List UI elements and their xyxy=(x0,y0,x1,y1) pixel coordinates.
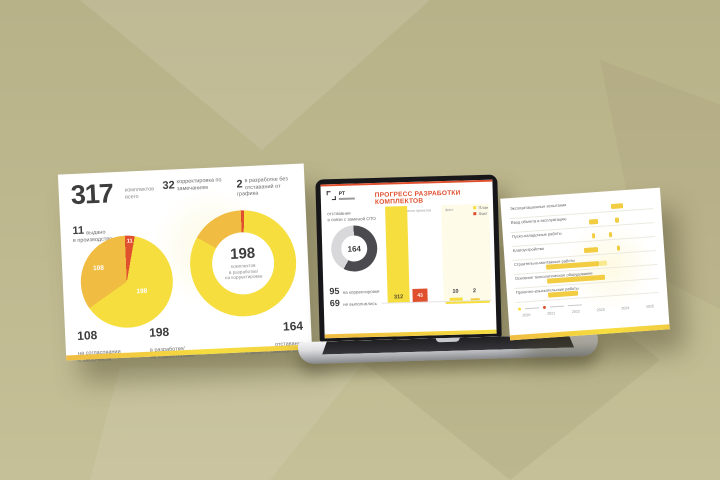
pie-label-amber: 108 xyxy=(92,264,105,272)
right-group-underline xyxy=(445,300,490,305)
legend-item-fact: Факт xyxy=(473,211,488,216)
stat-on-correction: 95 на корректировке xyxy=(329,285,379,296)
bar-chart-legend: План Факт xyxy=(472,204,489,217)
gantt-bar xyxy=(589,218,599,225)
laptop-screen: РТ ПРОГРЕСС РАЗРАБОТКИ КОМПЛЕКТОВ отстав… xyxy=(315,174,502,342)
donut-center-label: комплектов в разработке/ на корректировк… xyxy=(224,262,263,281)
column-header-2: факт xyxy=(445,207,454,212)
column-header-1: число проектов xyxy=(405,208,432,214)
gantt-rows: Эксплуатационные испытания Ввод объекта в… xyxy=(508,195,660,303)
gantt-legend-dash xyxy=(549,305,564,308)
logo-text: РТ xyxy=(338,190,346,197)
stat-not-performed-label: не выполнялись xyxy=(342,300,378,307)
total-kits-label: комплектов всего xyxy=(124,186,155,201)
gantt-bar xyxy=(608,231,612,238)
lag-donut-value: 164 xyxy=(347,243,362,254)
lag-caption: отставание в связи с заменой ОТО xyxy=(327,210,376,223)
stat-corrections-value: 32 xyxy=(162,179,176,192)
bar-plan-group2 xyxy=(449,297,463,301)
pie-label-red: 11 xyxy=(126,238,133,245)
stat-ontrack-value: 2 xyxy=(236,178,243,191)
brackets-logo-icon xyxy=(327,191,336,200)
gantt-year-label: 2020 xyxy=(522,312,531,318)
legend-swatch-plan xyxy=(472,205,477,210)
gantt-year-label: 2021 xyxy=(547,311,556,316)
bar-plan-group1 xyxy=(385,206,410,303)
donut-center-value: 198 xyxy=(229,244,256,263)
gantt-legend-fact-marker xyxy=(542,305,547,310)
bar-value-43: 43 xyxy=(417,292,423,299)
lag-donut-center: 164 xyxy=(340,235,368,262)
rt-logo: РТ xyxy=(327,190,367,203)
laptop-lid-notch xyxy=(435,337,460,343)
gantt-row-label: Благоустройство xyxy=(512,245,545,253)
legend-label-fact: Факт xyxy=(478,210,488,217)
gantt-row-label: Ввод объекта в эксплуатацию xyxy=(510,216,567,226)
logo-subtext-placeholder xyxy=(338,197,355,200)
gantt-legend-dash xyxy=(524,307,539,310)
gantt-bar xyxy=(591,232,595,239)
bar-fact-group2 xyxy=(470,298,480,301)
background-watermark-shape xyxy=(80,0,430,150)
gantt-row-label: Эксплуатационные испытания xyxy=(509,202,567,212)
bottom-stat-lag-value: 164 xyxy=(282,318,304,334)
donut-center: 198 комплектов в разработке/ на корректи… xyxy=(210,230,276,296)
legend-item-plan: План xyxy=(472,204,489,211)
stat-not-performed: 69 не выполнялись xyxy=(330,297,378,308)
stat-ontrack: 2 в разработке без отставаний от графика xyxy=(236,176,297,198)
bar-chart: число проектов факт План Факт xyxy=(379,203,492,321)
gantt-year-label: 2022 xyxy=(571,309,581,315)
screen-accent-line xyxy=(320,179,493,187)
bar-value-10: 10 xyxy=(452,288,459,295)
total-kits-value: 317 xyxy=(70,178,114,211)
gantt-legend-plan-marker xyxy=(517,307,522,311)
legend-swatch-fact xyxy=(473,211,477,216)
bottom-stat-approval-value: 108 xyxy=(76,327,98,343)
gantt-bar xyxy=(614,216,620,223)
bar-value-2: 2 xyxy=(472,288,477,295)
slide-schedule-gantt: Эксплуатационные испытания Ввод объекта в… xyxy=(500,187,670,341)
slide-kits-overview: 317 комплектов всего 32 корректировка по… xyxy=(57,163,313,364)
legend-label-plan: План xyxy=(478,204,489,211)
dashboard-screen: РТ ПРОГРЕСС РАЗРАБОТКИ КОМПЛЕКТОВ отстав… xyxy=(320,179,497,339)
stat-ontrack-label: в разработке без отставаний от графика xyxy=(236,176,288,198)
stat-not-performed-value: 69 xyxy=(329,297,340,309)
stat-on-correction-label: на корректировке xyxy=(342,288,380,295)
gantt-year-label: 2025 xyxy=(645,304,655,309)
gantt-bar xyxy=(599,260,607,266)
gantt-bar xyxy=(616,245,621,251)
stat-on-correction-value: 95 xyxy=(329,285,340,297)
gantt-legend-dash xyxy=(567,304,582,307)
gantt-bar xyxy=(583,246,599,254)
lag-donut-chart: 164 xyxy=(330,224,378,273)
gantt-row-label: Пуско-наладочные работы xyxy=(511,230,562,240)
gantt-bar xyxy=(611,202,623,210)
pie-label-yellow: 198 xyxy=(136,288,148,296)
bottom-stat-development-value: 198 xyxy=(148,324,170,340)
stat-issued-value: 11 xyxy=(72,224,85,237)
bar-value-312: 312 xyxy=(393,294,404,301)
stat-corrections-label: корректировка по замечаниям xyxy=(176,177,222,192)
